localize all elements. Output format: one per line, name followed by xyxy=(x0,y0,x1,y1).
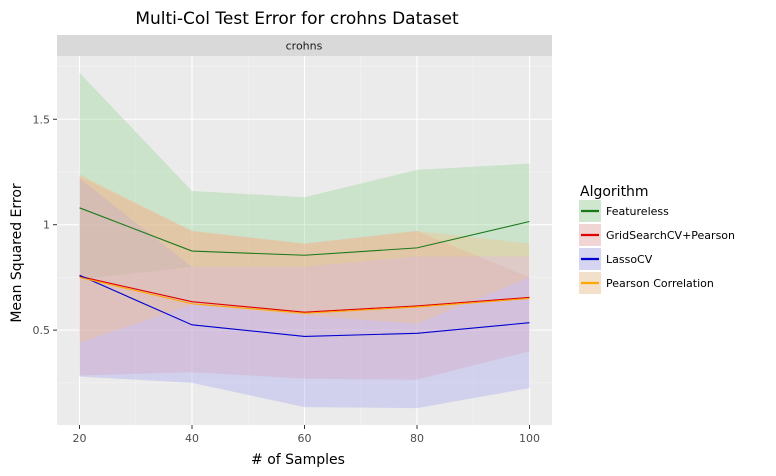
legend-label: Featureless xyxy=(606,205,669,218)
facet-strip xyxy=(57,35,552,56)
legend-title: Algorithm xyxy=(580,184,649,200)
band-gridsearchcv-pearson xyxy=(79,176,530,380)
legend: Algorithm Featureless GridSearchCV+Pearso… xyxy=(579,184,735,294)
series-lines xyxy=(79,207,530,337)
y-tick-label: 1.5 xyxy=(33,113,51,126)
line-pearson-correlation xyxy=(79,276,530,314)
line-gridsearchcv-pearson xyxy=(79,275,530,313)
confidence-bands xyxy=(79,72,530,409)
line-lassocv xyxy=(79,274,530,337)
band-lassocv xyxy=(79,178,530,409)
grid-major xyxy=(57,56,552,425)
chart-title: Multi-Col Test Error for crohns Dataset xyxy=(135,9,459,29)
x-tick-label: 20 xyxy=(73,432,87,445)
axes: 20 40 60 80 100 0.5 1 1.5 xyxy=(33,113,541,445)
x-tick-label: 40 xyxy=(185,432,199,445)
band-featureless xyxy=(79,72,530,280)
legend-label: LassoCV xyxy=(606,253,653,266)
line-featureless xyxy=(79,207,530,256)
x-tick-label: 60 xyxy=(298,432,312,445)
x-axis-title: # of Samples xyxy=(251,452,345,468)
y-tick-label: 1 xyxy=(43,219,50,232)
y-axis-title: Mean Squared Error xyxy=(9,183,25,323)
legend-label: Pearson Correlation xyxy=(606,277,714,290)
facet-strip-label: crohns xyxy=(286,40,323,53)
x-tick-label: 80 xyxy=(410,432,424,445)
y-tick-label: 0.5 xyxy=(33,324,51,337)
x-tick-label: 100 xyxy=(519,432,540,445)
band-pearson-correlation xyxy=(79,174,530,343)
legend-label: GridSearchCV+Pearson xyxy=(606,229,735,242)
